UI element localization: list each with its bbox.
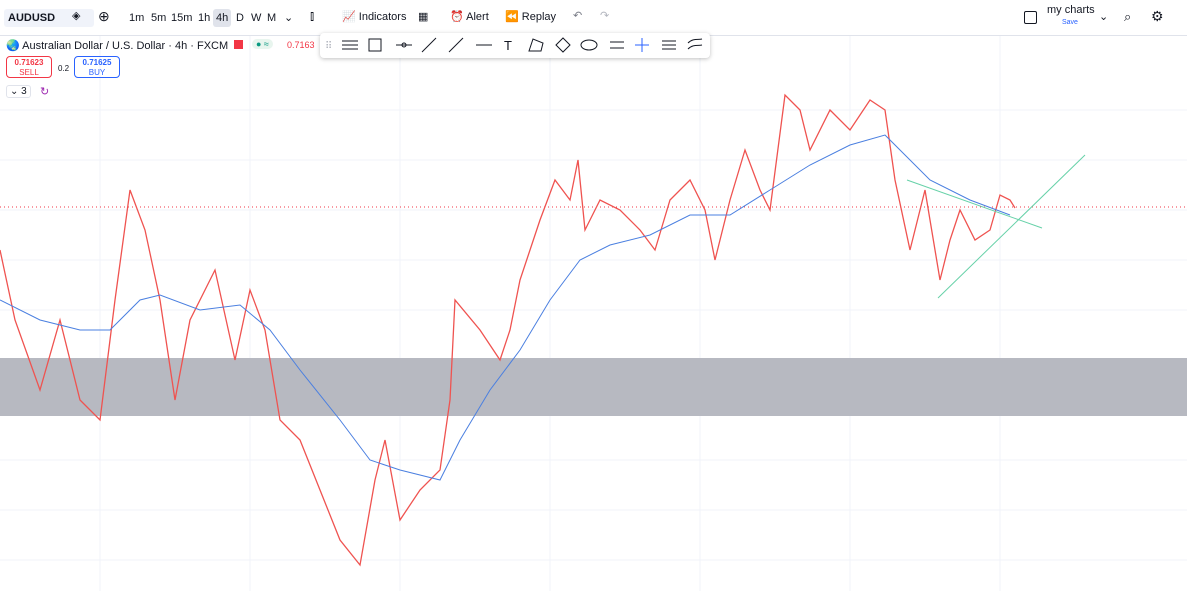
indicators[interactable]: 📈 Indicators — [342, 11, 407, 23]
add-symbol[interactable]: ⊕ — [98, 8, 110, 24]
save[interactable]: Save — [1062, 19, 1078, 26]
interval-button[interactable]: 4h — [213, 9, 232, 27]
buy-price: 0.71625 — [82, 58, 112, 67]
top-toolbar: AUDUSD ◈ ⊕ 1m 5m 15m 1h 4h D W M ⌄ ⫾ 📈 Indicator… — [0, 0, 1187, 36]
templates[interactable]: ▦ — [418, 11, 429, 23]
drawing-toolbar: ⠿ T — [320, 33, 710, 58]
interval-button[interactable]: D — [236, 12, 244, 24]
spread: 0.2 — [58, 64, 70, 73]
symbol-search[interactable]: AUDUSD — [4, 9, 94, 27]
interval-button[interactable]: W — [251, 12, 262, 24]
undo[interactable]: ↶ — [573, 10, 583, 22]
indicator-count: 3 — [21, 86, 27, 97]
buy-button[interactable]: 0.71625 BUY — [74, 56, 120, 78]
svg-text:⠿: ⠿ — [325, 41, 332, 52]
layout-icon[interactable] — [1024, 11, 1037, 24]
trendline[interactable] — [937, 154, 1086, 299]
interval-button[interactable]: 15m — [171, 12, 193, 24]
buy-label: BUY — [88, 68, 106, 77]
interval-button[interactable]: M — [267, 12, 277, 24]
interval-button[interactable]: 5m — [151, 12, 167, 24]
alert-label: Alert — [466, 11, 489, 23]
drawing-tools: ⠿ T — [325, 37, 703, 53]
indicators-toggle[interactable]: ⌄ 3 — [6, 85, 31, 98]
sell-price: 0.71623 — [14, 58, 44, 67]
grid — [0, 36, 1187, 591]
price-path — [0, 93, 1016, 567]
interval-button[interactable]: 1m — [129, 12, 145, 24]
compare[interactable]: ◈ — [72, 10, 81, 22]
trendline[interactable] — [906, 179, 1043, 229]
sync[interactable]: ↻ — [40, 86, 50, 98]
settings[interactable]: ⚙ — [1151, 8, 1164, 24]
sell-label: SELL — [19, 68, 39, 77]
interval-button[interactable]: 1h — [198, 12, 211, 24]
replay-label: Replay — [521, 11, 557, 23]
sell-button[interactable]: 0.71623 SELL — [6, 56, 52, 78]
alert[interactable]: ⏰ Alert — [450, 11, 489, 23]
chart-type[interactable]: ⫾ — [310, 8, 315, 23]
flag[interactable] — [234, 40, 243, 49]
svg-text:T: T — [504, 38, 512, 53]
last-price: 0.7163 — [287, 40, 315, 50]
interval-menu[interactable]: ⌄ — [284, 12, 294, 24]
layout-menu[interactable]: ⌄ — [1099, 11, 1109, 23]
zone — [0, 358, 1187, 416]
search[interactable]: ⌕ — [1124, 9, 1132, 24]
replay[interactable]: ⏪ Replay — [505, 11, 557, 23]
layout-name[interactable]: my charts — [1047, 4, 1095, 16]
symbol-title-text: Australian Dollar / U.S. Dollar · 4h · F… — [22, 40, 229, 52]
symbol-title: 🌏 Australian Dollar / U.S. Dollar · 4h ·… — [6, 40, 229, 52]
redo[interactable]: ↷ — [600, 10, 610, 22]
indicators-label: Indicators — [358, 11, 407, 23]
moving-average — [0, 134, 1011, 481]
tool-icons[interactable]: T — [342, 37, 703, 53]
status: ● ≈ — [252, 39, 273, 49]
